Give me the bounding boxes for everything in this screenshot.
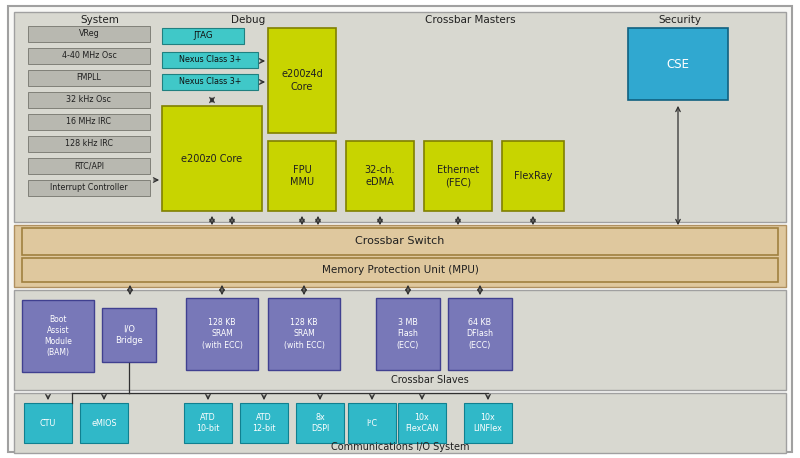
Bar: [28, 70, 150, 86]
Text: Interrupt Controller: Interrupt Controller: [50, 184, 128, 192]
Bar: [240, 403, 288, 443]
Bar: [28, 26, 150, 42]
Bar: [102, 308, 156, 362]
Text: ATD
10-bit: ATD 10-bit: [196, 413, 220, 433]
Bar: [464, 403, 512, 443]
Text: 3 MB
Flash
(ECC): 3 MB Flash (ECC): [397, 318, 419, 349]
Text: Crossbar Slaves: Crossbar Slaves: [391, 375, 469, 385]
Bar: [376, 298, 440, 370]
Text: Ethernet
(FEC): Ethernet (FEC): [437, 165, 479, 187]
Bar: [80, 403, 128, 443]
Text: Crossbar Switch: Crossbar Switch: [355, 236, 445, 246]
Bar: [268, 141, 336, 211]
Bar: [162, 52, 258, 68]
Text: FMPLL: FMPLL: [77, 73, 102, 82]
Bar: [14, 290, 786, 390]
Bar: [28, 114, 150, 130]
Text: Debug: Debug: [231, 15, 265, 25]
Text: CSE: CSE: [666, 58, 690, 71]
Text: Security: Security: [658, 15, 702, 25]
Text: 128 KB
SRAM
(with ECC): 128 KB SRAM (with ECC): [202, 318, 242, 349]
Text: 128 kHz IRC: 128 kHz IRC: [65, 140, 113, 148]
Bar: [268, 28, 336, 133]
Bar: [502, 141, 564, 211]
Text: 32-ch.
eDMA: 32-ch. eDMA: [365, 165, 395, 187]
Text: Communications I/O System: Communications I/O System: [330, 442, 470, 452]
Text: 4-40 MHz Osc: 4-40 MHz Osc: [62, 51, 117, 60]
Bar: [398, 403, 446, 443]
Bar: [162, 28, 244, 44]
Text: Boot
Assist
Module
(BAM): Boot Assist Module (BAM): [44, 315, 72, 357]
Text: Crossbar Masters: Crossbar Masters: [425, 15, 515, 25]
Text: 32 kHz Osc: 32 kHz Osc: [66, 96, 111, 104]
Bar: [448, 298, 512, 370]
Text: FlexRay: FlexRay: [514, 171, 552, 181]
Text: 64 KB
DFlash
(ECC): 64 KB DFlash (ECC): [466, 318, 494, 349]
Bar: [28, 180, 150, 196]
Bar: [28, 158, 150, 174]
Bar: [628, 28, 728, 100]
Text: VReg: VReg: [78, 29, 99, 38]
Bar: [162, 74, 258, 90]
Bar: [28, 136, 150, 152]
Bar: [28, 48, 150, 64]
Bar: [14, 225, 786, 287]
Bar: [14, 393, 786, 453]
Text: I²C: I²C: [366, 419, 378, 427]
Text: RTC/API: RTC/API: [74, 162, 104, 170]
Text: eMIOS: eMIOS: [91, 419, 117, 427]
Bar: [184, 403, 232, 443]
Text: 8x
DSPI: 8x DSPI: [311, 413, 329, 433]
Bar: [268, 298, 340, 370]
Bar: [14, 12, 786, 222]
Bar: [346, 141, 414, 211]
Text: FPU
MMU: FPU MMU: [290, 165, 314, 187]
Text: I/O
Bridge: I/O Bridge: [115, 325, 143, 345]
Text: Nexus Class 3+: Nexus Class 3+: [179, 55, 241, 65]
Text: Memory Protection Unit (MPU): Memory Protection Unit (MPU): [322, 265, 478, 275]
Bar: [22, 300, 94, 372]
Text: ATD
12-bit: ATD 12-bit: [252, 413, 276, 433]
Bar: [424, 141, 492, 211]
Text: 128 KB
SRAM
(with ECC): 128 KB SRAM (with ECC): [283, 318, 325, 349]
Bar: [22, 228, 778, 255]
Bar: [186, 298, 258, 370]
Text: e200z4d
Core: e200z4d Core: [281, 69, 323, 92]
Bar: [296, 403, 344, 443]
Bar: [28, 92, 150, 108]
Bar: [348, 403, 396, 443]
Text: JTAG: JTAG: [193, 32, 213, 40]
Text: 10x
LINFlex: 10x LINFlex: [474, 413, 502, 433]
Bar: [162, 106, 262, 211]
Bar: [22, 258, 778, 282]
Text: System: System: [81, 15, 119, 25]
Text: 16 MHz IRC: 16 MHz IRC: [66, 118, 111, 126]
Text: e200z0 Core: e200z0 Core: [182, 153, 242, 164]
Bar: [24, 403, 72, 443]
Text: CTU: CTU: [40, 419, 56, 427]
Text: Nexus Class 3+: Nexus Class 3+: [179, 77, 241, 87]
Text: 10x
FlexCAN: 10x FlexCAN: [406, 413, 438, 433]
